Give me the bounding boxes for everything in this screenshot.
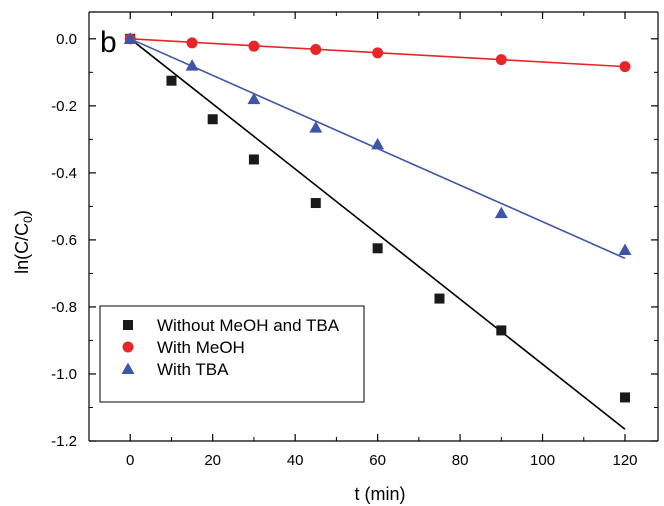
point-tba-1 bbox=[185, 59, 199, 71]
y-tick-label-6: -1.2 bbox=[51, 433, 77, 450]
y-axis-label-main: ln(C/C bbox=[12, 223, 32, 274]
panel-label: b bbox=[100, 26, 117, 59]
point-without-7 bbox=[496, 325, 507, 336]
point-meoh-3 bbox=[310, 44, 322, 56]
point-tba-0 bbox=[123, 32, 137, 44]
point-tba-5 bbox=[494, 206, 508, 219]
y-axis-label-close: ) bbox=[12, 210, 32, 216]
legend-box bbox=[99, 305, 365, 403]
legend-markers bbox=[121, 320, 135, 374]
point-tba-4 bbox=[371, 137, 385, 150]
point-meoh-5 bbox=[495, 54, 507, 66]
legend-label-tba: With TBA bbox=[157, 360, 229, 379]
y-tick-label-4: -0.8 bbox=[51, 299, 77, 316]
y-axis-label-sub: 0 bbox=[21, 216, 35, 223]
x-tick-label-100: 100 bbox=[530, 452, 555, 469]
legend-marker-meoh bbox=[122, 341, 134, 353]
point-meoh-2 bbox=[248, 40, 260, 52]
x-tick-label-80: 80 bbox=[452, 452, 469, 469]
point-meoh-6 bbox=[619, 61, 631, 73]
x-axis-label: t (min) bbox=[355, 484, 406, 504]
legend: Without MeOH and TBA With MeOH With TBA bbox=[99, 305, 365, 403]
legend-label-meoh: With MeOH bbox=[157, 338, 245, 357]
fit-line-without bbox=[129, 38, 626, 430]
axes: 0 20 40 60 80 100 120 0.0 -0.2 -0.4 -0.6 -0.8 -1.0 -1… bbox=[51, 11, 659, 469]
x-tick-label-20: 20 bbox=[204, 452, 221, 469]
y-axis-label: ln(C/C0) bbox=[12, 210, 35, 274]
point-without-3 bbox=[248, 154, 259, 165]
point-meoh-4 bbox=[372, 47, 384, 59]
legend-marker-tba bbox=[121, 362, 135, 374]
point-without-8 bbox=[620, 392, 631, 403]
y-tick-label-5: -1.0 bbox=[51, 366, 77, 383]
point-without-6 bbox=[434, 293, 445, 304]
point-without-5 bbox=[372, 243, 383, 254]
y-tick-label-1: -0.2 bbox=[51, 98, 77, 115]
y-tick-label-3: -0.6 bbox=[51, 232, 77, 249]
data-markers bbox=[123, 32, 632, 403]
point-tba-2 bbox=[247, 92, 261, 105]
x-tick-label-0: 0 bbox=[126, 452, 134, 469]
legend-label-without: Without MeOH and TBA bbox=[157, 316, 340, 335]
legend-marker-without bbox=[123, 320, 133, 330]
y-tick-label-2: -0.4 bbox=[51, 165, 77, 182]
x-tick-label-40: 40 bbox=[287, 452, 304, 469]
x-tick-label-60: 60 bbox=[369, 452, 386, 469]
x-tick-label-120: 120 bbox=[612, 452, 637, 469]
point-tba-6 bbox=[618, 243, 632, 255]
point-without-4 bbox=[310, 198, 321, 209]
point-without-1 bbox=[166, 75, 177, 86]
point-tba-3 bbox=[309, 121, 323, 133]
point-without-2 bbox=[207, 114, 218, 125]
y-tick-label-0: 0.0 bbox=[56, 31, 77, 48]
point-meoh-1 bbox=[186, 37, 198, 49]
